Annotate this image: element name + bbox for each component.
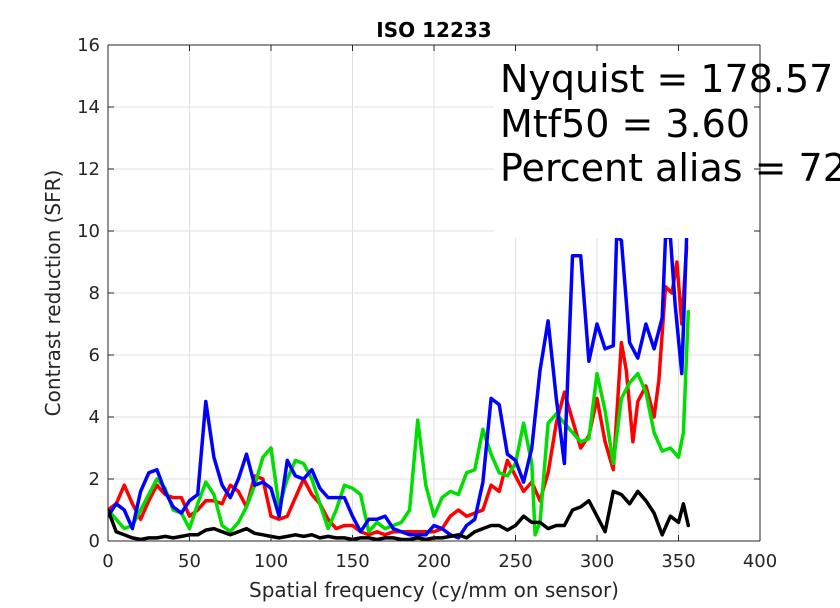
y-tick-label: 14	[77, 97, 100, 118]
x-axis-label: Spatial frequency (cy/mm on sensor)	[249, 578, 619, 602]
x-tick-label: 400	[743, 551, 777, 572]
y-tick-label: 6	[89, 345, 100, 366]
y-tick-label: 2	[89, 469, 100, 490]
axes	[107, 44, 761, 542]
y-tick-label: 16	[77, 35, 100, 56]
x-tick-label: 250	[498, 551, 532, 572]
y-tick-label: 0	[89, 531, 100, 552]
y-tick-label: 12	[77, 159, 100, 180]
y-tick-label: 8	[89, 283, 100, 304]
series-line-0	[108, 244, 689, 537]
tick-labels: 0 50 100 150 200 250 300 350 400 0 2 4 6 8 10 12 14 16	[77, 35, 777, 572]
x-tick-label: 0	[102, 551, 113, 572]
annotation-box	[494, 48, 840, 238]
data-series	[108, 235, 691, 541]
x-tick-label: 100	[254, 551, 288, 572]
x-tick-label: 50	[178, 551, 201, 572]
y-tick-label: 10	[77, 221, 100, 242]
series-line-2	[108, 235, 689, 540]
series-line-1	[108, 309, 691, 537]
annotation-nyquist: Nyquist = 178.57	[500, 57, 833, 101]
x-tick-label: 150	[335, 551, 369, 572]
annotation-mtf50: Mtf50 = 3.60	[500, 102, 750, 146]
x-tick-label: 200	[417, 551, 451, 572]
annotation-percent-alias: Percent alias = 72	[500, 146, 840, 190]
y-axis-label: Contrast reduction (SFR)	[41, 170, 65, 417]
y-tick-label: 4	[89, 407, 100, 428]
chart-title: ISO 12233	[376, 18, 491, 42]
x-tick-label: 300	[580, 551, 614, 572]
x-tick-label: 350	[661, 551, 695, 572]
series-line-3	[108, 489, 691, 541]
